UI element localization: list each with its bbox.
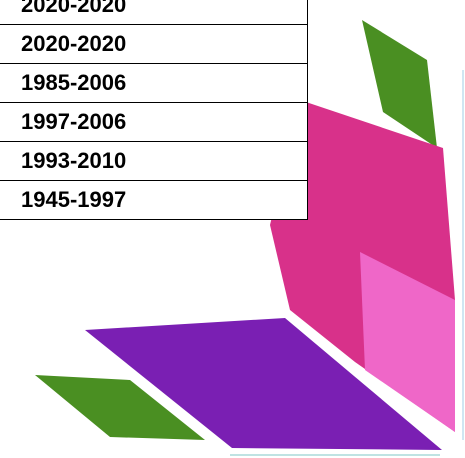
table-cell: 1993-2010	[0, 141, 308, 181]
table-cell: 1945-1997	[0, 180, 308, 220]
table-cell: 1985-2006	[0, 63, 308, 103]
table-row: 2020-2020	[0, 24, 308, 64]
table-row: 2020-2020	[0, 0, 308, 25]
light-pink-shape	[360, 252, 455, 432]
green-shape	[362, 20, 437, 148]
table-row: 1945-1997	[0, 180, 308, 220]
table-cell: 2020-2020	[0, 24, 308, 64]
table-row: 1993-2010	[0, 141, 308, 181]
table-row: 1997-2006	[0, 102, 308, 142]
purple-shape	[85, 318, 442, 450]
table-cell: 2020-2020	[0, 0, 308, 25]
table: 2020-2020 2020-2020 1985-2006 1997-2006 1993…	[0, 0, 308, 220]
table-row: 1985-2006	[0, 63, 308, 103]
green-shape	[35, 375, 205, 440]
table-cell: 1997-2006	[0, 102, 308, 142]
